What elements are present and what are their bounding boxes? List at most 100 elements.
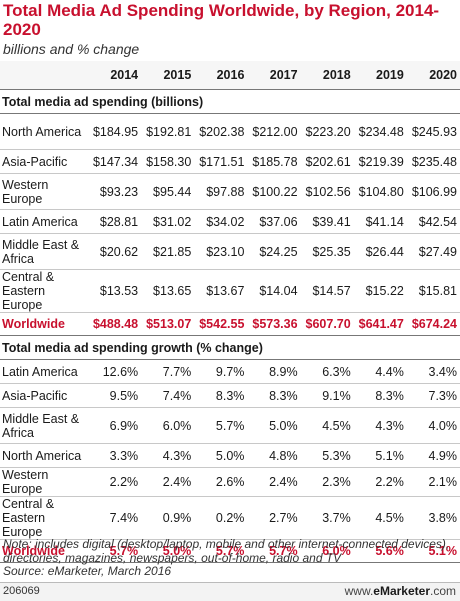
table-cell: $234.48 [353, 113, 407, 150]
table-cell: 2.2% [353, 467, 407, 497]
table-cell: 4.3% [141, 443, 195, 468]
row-label: Western Europe [0, 467, 88, 497]
table-cell: $171.51 [194, 149, 248, 174]
table-row: Western Europe $93.23 $95.44 $97.88 $100.22 $… [0, 173, 460, 210]
table-cell: $202.61 [300, 149, 354, 174]
table-cell: 0.2% [194, 496, 248, 540]
table-cell: $34.02 [194, 209, 248, 234]
table-cell: $219.39 [353, 149, 407, 174]
total-label: Worldwide [0, 539, 88, 563]
header-corner [0, 61, 88, 90]
table-cell: 3.7% [300, 496, 354, 540]
year-header: 2015 [141, 61, 195, 90]
chart-subtitle: billions and % change [3, 41, 140, 57]
table-cell: $245.93 [406, 113, 460, 150]
table-cell: 4.9% [406, 443, 460, 468]
table-cell: $100.22 [247, 173, 301, 210]
table-cell: 5.7% [194, 407, 248, 444]
note-text: Note: includes digital (desktop/laptop, … [3, 537, 450, 565]
table-cell: $102.56 [300, 173, 354, 210]
total-cell: $674.24 [406, 312, 460, 336]
table-cell: $42.54 [406, 209, 460, 234]
year-header: 2018 [300, 61, 354, 90]
table-cell: 2.3% [300, 467, 354, 497]
table-cell: $212.00 [247, 113, 301, 150]
table-body: Total media ad spending (billions) North … [0, 89, 460, 563]
table-cell: $25.35 [300, 233, 354, 270]
year-header: 2014 [88, 61, 142, 90]
table-cell: $97.88 [194, 173, 248, 210]
total-cell: 5.1% [406, 539, 460, 563]
table-row: Asia-Pacific 9.5% 7.4% 8.3% 8.3% 9.1% 8.3% 7.3% [0, 383, 460, 408]
table-cell: 6.0% [141, 407, 195, 444]
table-cell: $15.81 [406, 269, 460, 313]
table-cell: $23.10 [194, 233, 248, 270]
chart-title: Total Media Ad Spending Worldwide, by Re… [3, 1, 440, 39]
total-cell: 5.0% [141, 539, 195, 563]
table-cell: 6.3% [300, 359, 354, 384]
table-cell: 9.1% [300, 383, 354, 408]
year-header: 2020 [406, 61, 460, 90]
table-row: Latin America $28.81 $31.02 $34.02 $37.06 $39… [0, 209, 460, 234]
table-cell: $14.04 [247, 269, 301, 313]
table-cell: $31.02 [141, 209, 195, 234]
table-cell: $21.85 [141, 233, 195, 270]
table-row: Central & Eastern Europe $13.53 $13.65 $13.… [0, 269, 460, 313]
table-cell: $27.49 [406, 233, 460, 270]
table-cell: 0.9% [141, 496, 195, 540]
table-cell: $39.41 [300, 209, 354, 234]
table-cell: 4.3% [353, 407, 407, 444]
table-cell: 9.7% [194, 359, 248, 384]
table-cell: 8.9% [247, 359, 301, 384]
row-label: Middle East & Africa [0, 407, 88, 444]
total-row: Worldwide 5.7% 5.0% 5.7% 5.7% 6.0% 5.6% 5.1% [0, 539, 460, 563]
table-cell: $26.44 [353, 233, 407, 270]
table-row: North America $184.95 $192.81 $202.38 $212.0… [0, 113, 460, 150]
table-cell: 2.1% [406, 467, 460, 497]
total-cell: $542.55 [194, 312, 248, 336]
table-cell: $158.30 [141, 149, 195, 174]
table-row: Western Europe 2.2% 2.4% 2.6% 2.4% 2.3% 2.2% 2.… [0, 467, 460, 497]
table-cell: 5.1% [353, 443, 407, 468]
row-label: Western Europe [0, 173, 88, 210]
table-row: Middle East & Africa $20.62 $21.85 $23.10 $2… [0, 233, 460, 270]
table-cell: 2.4% [247, 467, 301, 497]
table-cell: $184.95 [88, 113, 142, 150]
section-heading: Total media ad spending growth (% change… [0, 335, 460, 360]
footer-bar: 206069 www.eMarketer.com [0, 582, 460, 601]
table-cell: 2.6% [194, 467, 248, 497]
table-cell: 2.2% [88, 467, 142, 497]
table-cell: $202.38 [194, 113, 248, 150]
table-cell: 3.8% [406, 496, 460, 540]
section-heading-row: Total media ad spending growth (% change… [0, 335, 460, 360]
total-cell: 5.7% [194, 539, 248, 563]
table-cell: $13.65 [141, 269, 195, 313]
table-row: Central & Eastern Europe 7.4% 0.9% 0.2% 2.7%… [0, 496, 460, 540]
table-cell: 8.3% [247, 383, 301, 408]
table-cell: $41.14 [353, 209, 407, 234]
row-label: Central & Eastern Europe [0, 269, 88, 313]
section-heading-row: Total media ad spending (billions) [0, 89, 460, 114]
table-cell: 5.0% [194, 443, 248, 468]
table-cell: 3.3% [88, 443, 142, 468]
total-cell: $573.36 [247, 312, 301, 336]
table-cell: 3.4% [406, 359, 460, 384]
table-cell: 7.3% [406, 383, 460, 408]
table-cell: 7.7% [141, 359, 195, 384]
table-row: Middle East & Africa 6.9% 6.0% 5.7% 5.0% 4.5%… [0, 407, 460, 444]
table-cell: 4.5% [353, 496, 407, 540]
site-prefix: www. [344, 584, 374, 598]
table-cell: 6.9% [88, 407, 142, 444]
table-cell: $14.57 [300, 269, 354, 313]
table-cell: $28.81 [88, 209, 142, 234]
table-cell: 12.6% [88, 359, 142, 384]
row-label: Latin America [0, 359, 88, 384]
table-row: North America 3.3% 4.3% 5.0% 4.8% 5.3% 5.1% 4.9… [0, 443, 460, 468]
row-label: Central & Eastern Europe [0, 496, 88, 540]
table-cell: $13.53 [88, 269, 142, 313]
table-cell: $104.80 [353, 173, 407, 210]
row-label: Middle East & Africa [0, 233, 88, 270]
total-label: Worldwide [0, 312, 88, 336]
row-label: Latin America [0, 209, 88, 234]
